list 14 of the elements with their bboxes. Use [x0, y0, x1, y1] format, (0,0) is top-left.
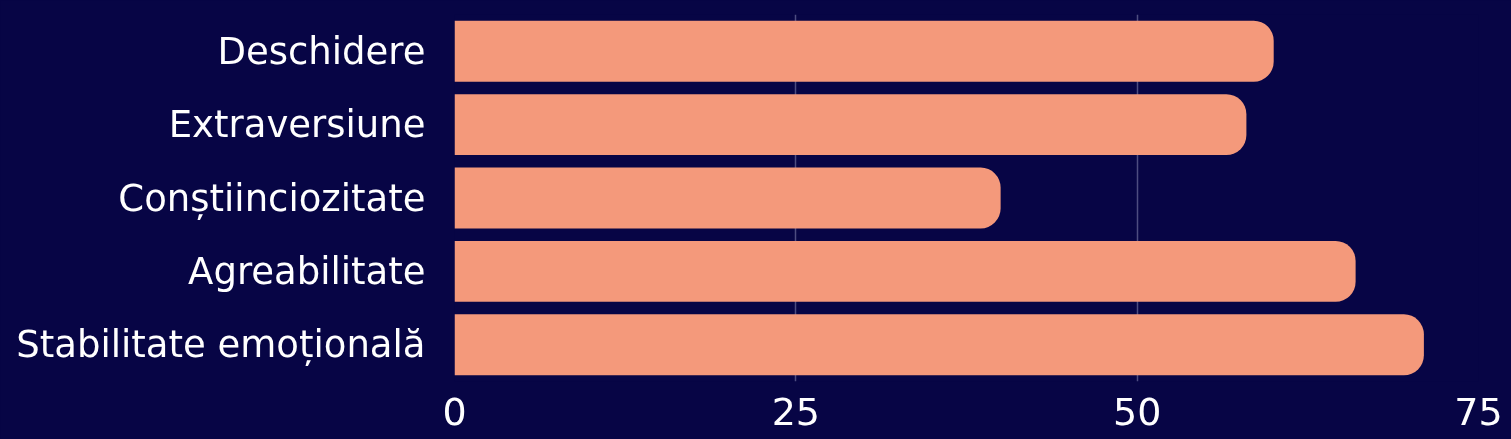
bar	[454, 314, 1424, 376]
x-tick-label: 75	[1454, 389, 1503, 434]
y-tick-label: Stabilitate emoțională	[16, 323, 426, 367]
y-tick-label: Agreabilitate	[188, 249, 426, 293]
bar	[454, 167, 1001, 229]
y-tick-label: Conștiinciozitate	[118, 176, 426, 220]
bar	[454, 20, 1274, 82]
bar	[454, 240, 1356, 302]
y-tick-label: Extraversiune	[168, 103, 426, 147]
x-tick-label: 0	[442, 389, 467, 434]
x-tick-label: 50	[1112, 389, 1162, 434]
y-tick-label: Deschidere	[217, 29, 426, 73]
x-tick-label: 25	[771, 389, 821, 434]
bar	[454, 94, 1247, 156]
